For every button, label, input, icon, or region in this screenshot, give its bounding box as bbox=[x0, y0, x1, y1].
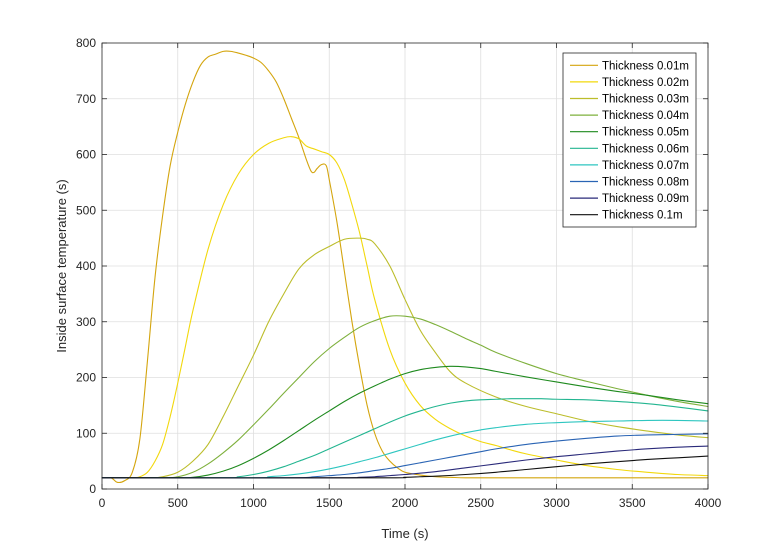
x-tick-label: 0 bbox=[99, 496, 106, 510]
y-tick-label: 500 bbox=[76, 203, 96, 217]
y-axis-label: Inside surface temperature (s) bbox=[54, 179, 69, 352]
x-tick-label: 3000 bbox=[543, 496, 570, 510]
series-line-5 bbox=[101, 365, 709, 479]
y-tick-label: 800 bbox=[76, 36, 96, 50]
legend-entry: Thickness 0.01m bbox=[602, 60, 689, 72]
series-line-7 bbox=[101, 419, 709, 479]
legend-entry: Thickness 0.02m bbox=[602, 77, 689, 89]
series-line-6 bbox=[101, 398, 709, 479]
x-tick-label: 4000 bbox=[695, 496, 722, 510]
series-line-2 bbox=[101, 136, 709, 479]
y-tick-label: 0 bbox=[89, 482, 96, 496]
legend-entry: Thickness 0.05m bbox=[602, 127, 689, 139]
y-axis: 0 100 200 300 400 500 600 700 800 bbox=[76, 36, 708, 496]
series-line-1 bbox=[101, 50, 709, 484]
series-lines bbox=[101, 50, 709, 484]
legend-entry: Thickness 0.07m bbox=[602, 160, 689, 172]
series-line-3 bbox=[101, 237, 709, 479]
x-axis-label: Time (s) bbox=[381, 526, 428, 541]
legend-entry: Thickness 0.1m bbox=[602, 210, 683, 222]
y-tick-label: 600 bbox=[76, 148, 96, 162]
legend-entry: Thickness 0.04m bbox=[602, 110, 689, 122]
legend-entry: Thickness 0.06m bbox=[602, 143, 689, 155]
x-tick-label: 1000 bbox=[240, 496, 267, 510]
y-tick-label: 700 bbox=[76, 92, 96, 106]
x-axis: 0 500 1000 1500 2000 2500 3000 3500 4000 bbox=[99, 43, 722, 510]
y-tick-label: 200 bbox=[76, 371, 96, 385]
series-line-10 bbox=[101, 455, 709, 479]
series-line-8 bbox=[101, 433, 709, 479]
legend: Thickness 0.01m Thickness 0.02m Thickness … bbox=[562, 52, 697, 228]
x-tick-label: 3500 bbox=[619, 496, 646, 510]
x-tick-label: 1500 bbox=[316, 496, 343, 510]
legend-entry: Thickness 0.03m bbox=[602, 94, 689, 106]
y-tick-label: 300 bbox=[76, 315, 96, 329]
x-tick-label: 2500 bbox=[467, 496, 494, 510]
y-tick-label: 400 bbox=[76, 259, 96, 273]
x-tick-label: 2000 bbox=[392, 496, 419, 510]
legend-entry: Thickness 0.09m bbox=[602, 193, 689, 205]
series-line-4 bbox=[101, 315, 709, 479]
y-tick-label: 100 bbox=[76, 426, 96, 440]
x-tick-label: 500 bbox=[168, 496, 188, 510]
legend-entry: Thickness 0.08m bbox=[602, 177, 689, 189]
grid bbox=[102, 43, 708, 489]
